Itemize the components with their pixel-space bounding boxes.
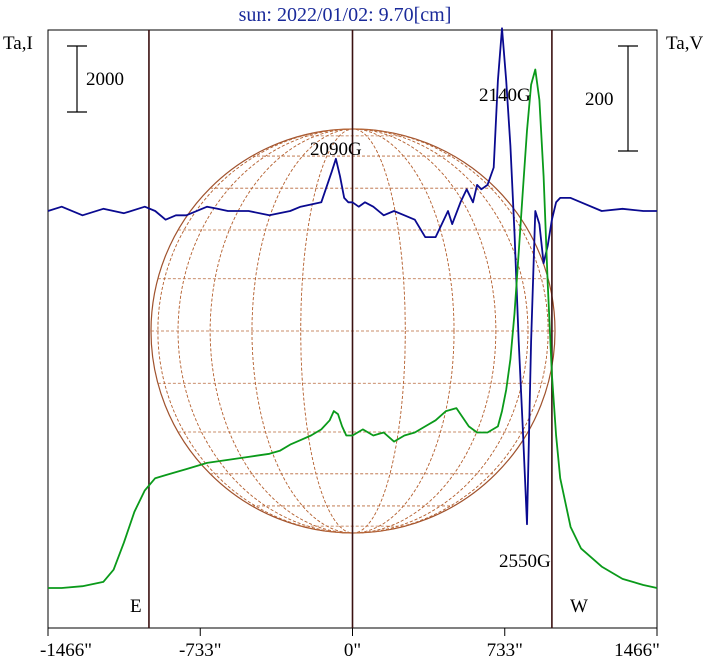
series-layer <box>47 27 658 589</box>
x-tick-label: 1466" <box>614 640 660 661</box>
x-tick-label: 0" <box>344 640 361 661</box>
series-line-0 <box>47 27 657 526</box>
x-tick-label: 733" <box>487 640 523 661</box>
x-tick-label: -733" <box>179 640 222 661</box>
scale-bar-left: 2000 <box>67 45 124 113</box>
annotation-2090g: 2090G <box>310 139 362 160</box>
marker-label-w: W <box>570 596 588 617</box>
disk-longitude-line <box>251 128 455 534</box>
marker-label-e: E <box>130 596 142 617</box>
annotation-2140g: 2140G <box>479 85 531 106</box>
x-tick-label: -1466" <box>40 640 92 661</box>
annotation-2550g: 2550G <box>499 551 551 572</box>
scale-bar-left-label: 2000 <box>86 69 124 90</box>
right-axis-label: Ta,V <box>666 33 703 54</box>
vertical-markers <box>148 30 553 628</box>
series-line-1 <box>48 68 658 589</box>
chart-title: sun: 2022/01/02: 9.70[cm] <box>239 4 452 26</box>
x-axis-ticks: -1466" -733" 0" 733" 1466" <box>40 628 660 661</box>
scale-bar-right: 200 <box>585 45 638 152</box>
scale-bar-right-label: 200 <box>585 89 614 110</box>
left-axis-label: Ta,I <box>3 33 33 54</box>
